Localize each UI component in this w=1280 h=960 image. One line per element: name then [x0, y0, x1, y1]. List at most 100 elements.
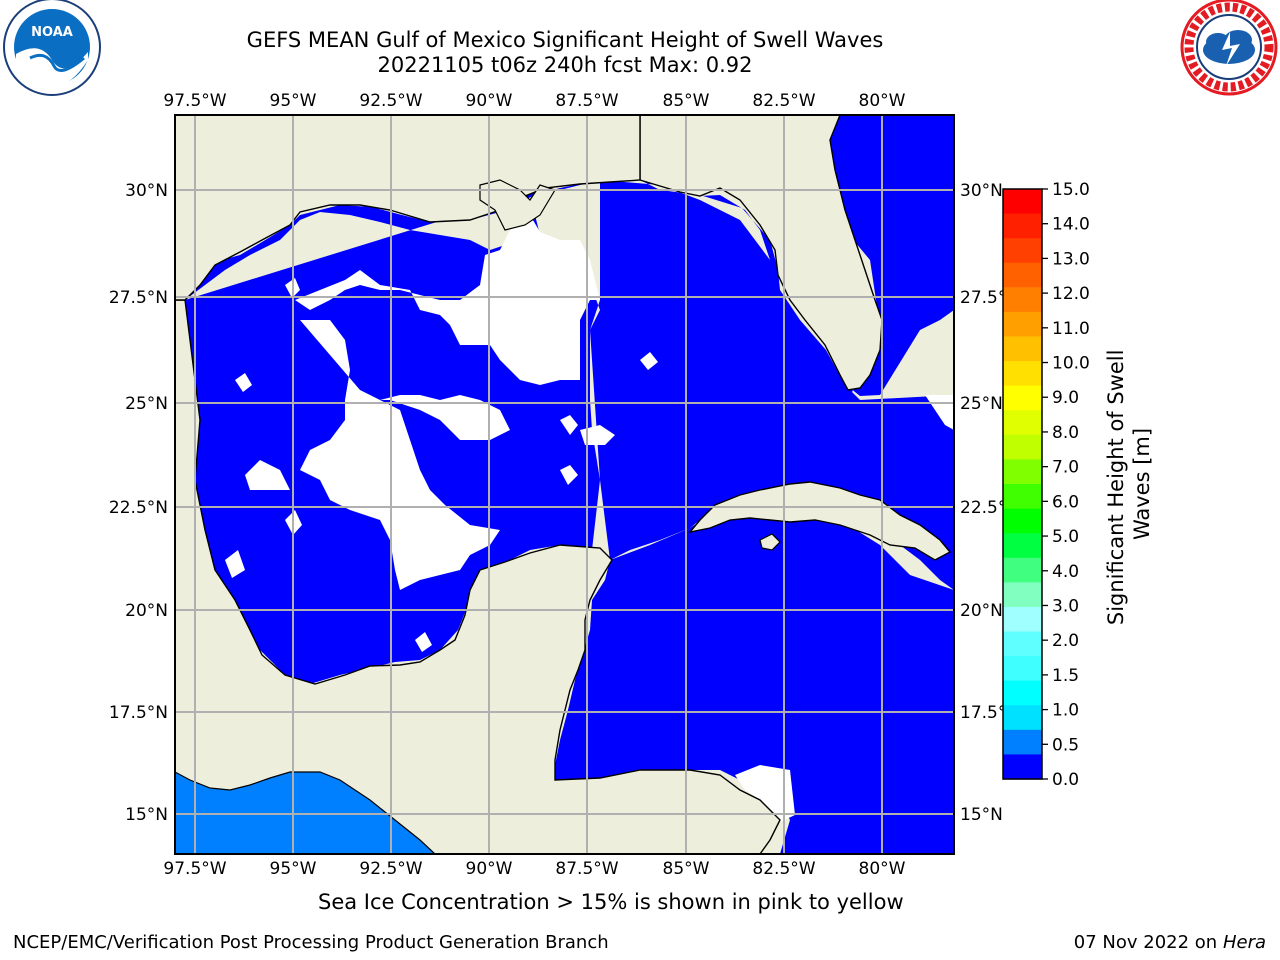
colorbar-tick-label: 9.0	[1052, 388, 1079, 408]
lat-tick-label: 25°N	[960, 394, 1003, 414]
colorbar-segment	[1003, 656, 1042, 682]
colorbar-segment	[1003, 459, 1042, 485]
map-grid	[175, 115, 954, 854]
colorbar-segment	[1003, 311, 1042, 338]
colorbar-segment	[1003, 680, 1042, 706]
colorbar-segment	[1003, 336, 1042, 362]
lon-tick-label: 90°W	[466, 859, 513, 879]
colorbar-segment	[1003, 606, 1042, 633]
colorbar-tick-label: 4.0	[1052, 562, 1079, 582]
host-name: Hera	[1222, 932, 1266, 953]
no-data-patch	[415, 632, 432, 652]
no-data-patch	[295, 215, 600, 385]
colorbar-segment	[1003, 434, 1042, 461]
colorbar-segment	[1003, 238, 1042, 264]
no-data-patch	[235, 373, 252, 392]
lon-tick-label: 87.5°W	[555, 91, 618, 111]
no-data-patch	[225, 550, 245, 578]
no-data-patch	[560, 415, 578, 435]
colorbar-segment	[1003, 410, 1042, 436]
colorbar	[1003, 189, 1042, 780]
colorbar-segment	[1003, 631, 1042, 657]
lon-tick-label: 85°W	[663, 859, 710, 879]
colorbar-segment	[1003, 754, 1042, 780]
lon-tick-label: 97.5°W	[163, 91, 226, 111]
lon-tick-label: 92.5°W	[359, 91, 422, 111]
colorbar-segment	[1003, 262, 1042, 288]
noaa-logo: NOAA	[3, 0, 101, 96]
colorbar-tick-label: 12.0	[1052, 284, 1090, 304]
lon-tick-label: 82.5°W	[752, 91, 815, 111]
colorbar-segment	[1003, 287, 1042, 313]
lat-tick-label: 30°N	[960, 181, 1003, 201]
colorbar-tick-label: 2.0	[1052, 631, 1079, 651]
lon-tick-label: 80°W	[859, 91, 906, 111]
colorbar-tick-label: 0.5	[1052, 735, 1079, 755]
nws-logo	[1180, 0, 1278, 96]
lat-tick-label: 15°N	[960, 805, 1003, 825]
cuba-land	[688, 481, 952, 561]
colorbar-tick-label: 1.0	[1052, 701, 1079, 721]
lat-tick-label: 20°N	[125, 601, 168, 621]
colorbar-tick-label: 8.0	[1052, 423, 1079, 443]
date-text: 07 Nov 2022 on Hera	[1074, 932, 1266, 953]
florida-land	[639, 115, 883, 391]
map-frame	[174, 114, 955, 855]
lat-tick-label: 30°N	[125, 181, 168, 201]
gulf-ocean-field	[185, 115, 954, 854]
lat-tick-label: 22.5°N	[109, 498, 168, 518]
mississippi-delta	[479, 179, 556, 231]
colorbar-tick-label: 5.0	[1052, 527, 1079, 547]
sea-ice-note: Sea Ice Concentration > 15% is shown in …	[318, 890, 904, 914]
lat-tick-label: 20°N	[960, 601, 1003, 621]
colorbar-segment	[1003, 557, 1042, 583]
lon-tick-label: 95°W	[270, 859, 317, 879]
isle-of-youth	[759, 533, 781, 551]
lon-tick-label: 80°W	[859, 859, 906, 879]
colorbar-tick-label: 10.0	[1052, 354, 1090, 374]
colorbar-tick-label: 6.0	[1052, 492, 1079, 512]
lon-tick-label: 92.5°W	[359, 859, 422, 879]
bottom-lon-labels: 97.5°W 95°W 92.5°W 90°W 87.5°W 85°W 82.5…	[163, 859, 905, 879]
lat-tick-label: 25°N	[125, 394, 168, 414]
no-data-patch	[245, 460, 290, 490]
colorbar-frame	[1002, 188, 1043, 780]
lon-tick-label: 90°W	[466, 91, 513, 111]
top-lon-labels: 97.5°W 95°W 92.5°W 90°W 87.5°W 85°W 82.5…	[163, 91, 905, 111]
lon-tick-label: 95°W	[270, 91, 317, 111]
colorbar-segment	[1003, 484, 1042, 510]
no-data-patch	[640, 352, 658, 370]
date-value: 07 Nov 2022 on	[1073, 932, 1218, 953]
map-area	[175, 115, 954, 854]
credit-text: NCEP/EMC/Verification Post Processing Pr…	[13, 932, 609, 953]
title-line: GEFS MEAN Gulf of Mexico Significant Hei…	[246, 28, 884, 52]
no-data-patch	[580, 425, 615, 445]
colorbar-tick-label: 0.0	[1052, 770, 1079, 790]
colorbar-segment	[1003, 582, 1042, 608]
lon-tick-label: 87.5°W	[555, 859, 618, 879]
us-gulf-coast-land	[175, 115, 641, 301]
colorbar-segment	[1003, 189, 1042, 215]
subtitle-line: 20221105 t06z 240h fcst Max: 0.92	[377, 53, 753, 77]
lat-tick-label: 15°N	[125, 805, 168, 825]
lat-tick-label: 27.5°N	[109, 288, 168, 308]
colorbar-segment	[1003, 213, 1042, 239]
colorbar-label: Significant Height of Swell Waves [m]	[1104, 343, 1154, 625]
chart-title: GEFS MEAN Gulf of Mexico Significant Hei…	[0, 28, 1130, 78]
mexico-land	[175, 299, 781, 854]
no-data-patch	[300, 320, 500, 590]
colorbar-segment	[1003, 361, 1042, 387]
colorbar-segment	[1003, 729, 1042, 756]
left-lat-labels: 30°N 27.5°N 25°N 22.5°N 20°N 17.5°N 15°N	[109, 181, 168, 825]
colorbar-tick-label: 15.0	[1052, 180, 1090, 200]
colorbar-segment	[1003, 508, 1042, 534]
lon-tick-label: 82.5°W	[752, 859, 815, 879]
colorbar-tick-label: 14.0	[1052, 215, 1090, 235]
colorbar-segment	[1003, 533, 1042, 559]
colorbar-tick-label: 7.0	[1052, 458, 1079, 478]
lat-tick-label: 17.5°N	[109, 703, 168, 723]
no-data-patch	[735, 765, 795, 822]
no-data-patch	[345, 395, 510, 440]
noaa-logo-text: NOAA	[31, 25, 73, 40]
